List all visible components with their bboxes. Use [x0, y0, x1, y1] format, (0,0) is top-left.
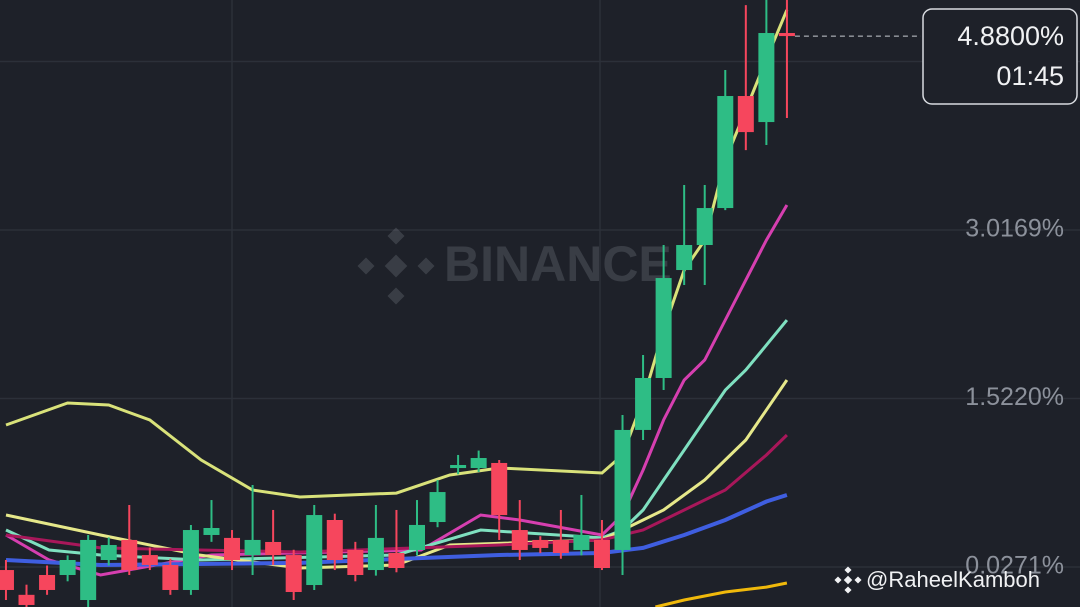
candle-body — [511, 530, 528, 550]
credit-logo — [834, 566, 862, 594]
y-tick-label: 0.0271% — [965, 552, 1064, 580]
candle-body — [0, 570, 14, 590]
candle-body — [265, 541, 282, 556]
candle-body — [491, 462, 508, 516]
price-label: 4.8800% — [957, 21, 1064, 51]
price-box-frame — [922, 8, 1078, 105]
candle-body — [18, 594, 35, 605]
candle-body — [182, 530, 199, 590]
candle-body — [367, 537, 384, 571]
candle-body — [326, 519, 343, 561]
candle-body — [347, 549, 364, 575]
candle-body — [635, 377, 652, 430]
credit-text: @RaheelKamboh — [866, 567, 1040, 592]
candle-body — [162, 564, 179, 590]
candle-body — [758, 33, 775, 123]
candle-body — [285, 555, 302, 593]
candle-body — [573, 534, 590, 550]
candle-body — [614, 429, 631, 550]
candle-body — [696, 208, 713, 246]
candle-body — [532, 539, 549, 548]
candle-body — [408, 524, 425, 550]
candle-body — [450, 464, 467, 469]
candle-body — [203, 527, 220, 535]
candle-body — [100, 545, 117, 561]
candle-body — [244, 539, 261, 556]
candle-body — [676, 245, 693, 271]
candle-body — [141, 555, 158, 565]
candle-body — [306, 515, 323, 586]
credit: @RaheelKamboh — [834, 566, 1040, 594]
candle-body — [39, 574, 56, 590]
candle-body — [778, 33, 795, 37]
watermark-text: BINANCE — [444, 236, 672, 292]
candle-body — [470, 458, 487, 469]
price-box: 4.8800% 01:45 — [922, 8, 1078, 105]
y-tick-label: 1.5220% — [965, 383, 1064, 411]
candle-body — [429, 492, 446, 523]
candle-body — [80, 539, 97, 601]
candle-body — [552, 539, 569, 554]
candle-body — [717, 96, 734, 209]
candle-body — [224, 537, 241, 561]
candle-body — [59, 560, 76, 575]
candles — [0, 0, 921, 607]
y-tick-label: 3.0169% — [965, 215, 1064, 243]
candle-body — [121, 539, 138, 571]
indicator-line — [655, 581, 788, 607]
candle-body — [737, 96, 754, 133]
grid — [0, 60, 1080, 568]
candle-body — [655, 278, 672, 378]
candle-body — [593, 539, 610, 569]
time-label: 01:45 — [996, 61, 1064, 91]
candle-body — [388, 553, 405, 569]
